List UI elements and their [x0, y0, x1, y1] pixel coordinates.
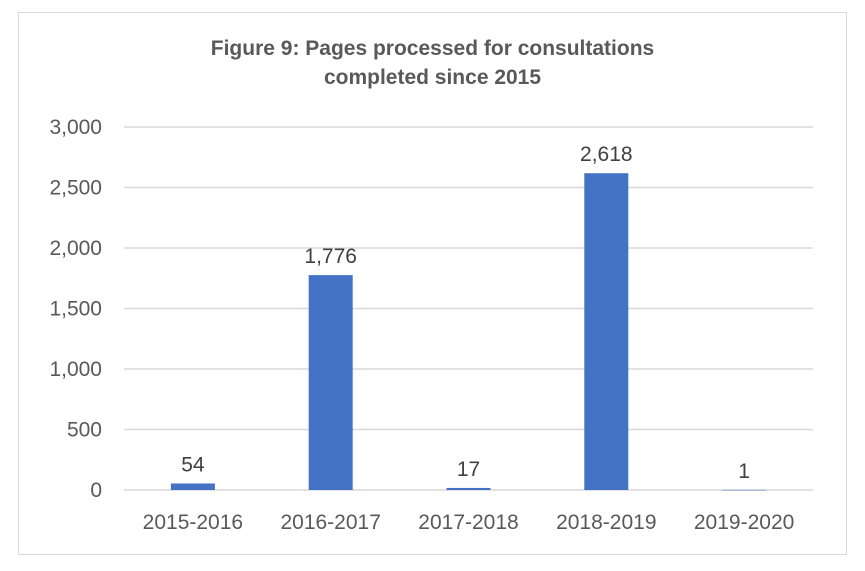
x-tick-label: 2019-2020 [694, 511, 794, 534]
x-tick-label: 2017-2018 [418, 511, 518, 534]
data-label: 1 [738, 460, 750, 483]
bar [170, 483, 215, 490]
y-tick-label: 500 [67, 419, 102, 442]
bar [584, 173, 629, 491]
chart-title: Figure 9: Pages processed for consultati… [0, 34, 865, 92]
y-tick-label: 2,500 [49, 177, 102, 200]
chart-title-line-2: completed since 2015 [323, 66, 542, 89]
data-label: 17 [457, 458, 480, 481]
y-tick-label: 0 [90, 479, 102, 502]
bar [722, 489, 767, 491]
data-label: 1,776 [304, 245, 357, 268]
x-tick-label: 2016-2017 [280, 511, 380, 534]
chart-title-line-1: Figure 9: Pages processed for consultati… [210, 37, 655, 60]
bar [446, 487, 491, 490]
bar [308, 275, 353, 490]
y-tick-label: 2,000 [49, 237, 102, 260]
y-tick-label: 1,000 [49, 358, 102, 381]
x-tick-label: 2018-2019 [556, 511, 656, 534]
y-tick-label: 1,500 [49, 298, 102, 321]
chart-frame [18, 12, 847, 555]
data-label: 54 [181, 453, 205, 476]
x-tick-label: 2015-2016 [143, 511, 243, 534]
y-tick-label: 3,000 [49, 116, 102, 139]
data-label: 2,618 [580, 143, 633, 166]
